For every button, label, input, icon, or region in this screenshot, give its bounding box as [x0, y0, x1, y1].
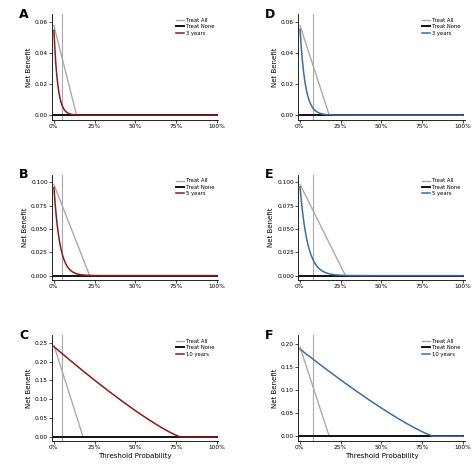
Text: E: E: [265, 168, 273, 182]
Legend: Treat All, Treat None, 3 years: Treat All, Treat None, 3 years: [421, 17, 462, 36]
Y-axis label: Net Benefit: Net Benefit: [26, 368, 32, 408]
Y-axis label: Net Benefit: Net Benefit: [272, 47, 278, 87]
Y-axis label: Net Benefit: Net Benefit: [22, 208, 28, 247]
Y-axis label: Net Benefit: Net Benefit: [26, 47, 32, 87]
Legend: Treat All, Treat None, 3 years: Treat All, Treat None, 3 years: [175, 17, 216, 36]
Y-axis label: Net Benefit: Net Benefit: [272, 368, 278, 408]
Legend: Treat All, Treat None, 5 years: Treat All, Treat None, 5 years: [421, 177, 462, 197]
Legend: Treat All, Treat None, 10 years: Treat All, Treat None, 10 years: [421, 338, 462, 357]
Text: A: A: [19, 8, 28, 21]
X-axis label: Threshold Probability: Threshold Probability: [99, 453, 172, 459]
Text: D: D: [265, 8, 275, 21]
X-axis label: Threshold Probability: Threshold Probability: [345, 453, 418, 459]
Text: C: C: [19, 329, 28, 342]
Legend: Treat All, Treat None, 10 years: Treat All, Treat None, 10 years: [175, 338, 216, 357]
Y-axis label: Net Benefit: Net Benefit: [268, 208, 274, 247]
Text: F: F: [265, 329, 273, 342]
Legend: Treat All, Treat None, 5 years: Treat All, Treat None, 5 years: [175, 177, 216, 197]
Text: B: B: [19, 168, 28, 182]
